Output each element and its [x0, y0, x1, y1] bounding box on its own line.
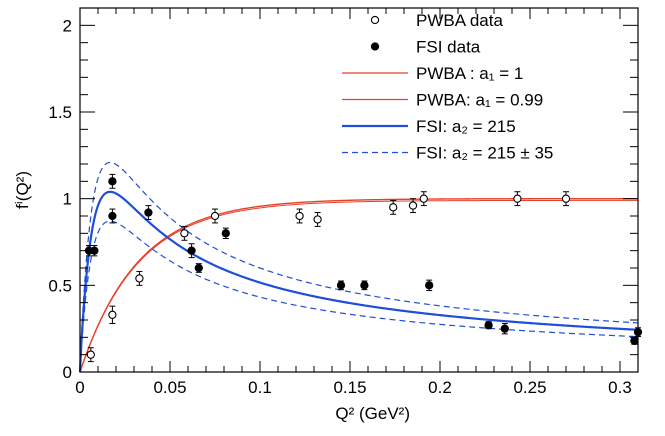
pwba-data-point: [180, 229, 189, 238]
fsi-data-point: [108, 177, 117, 186]
legend-label: FSI data: [416, 38, 481, 57]
legend-label: PWBA: a₁ = 0.99: [416, 91, 543, 110]
y-axis-label: fⁱ(Q²): [13, 171, 32, 209]
y-tick-label: 0: [63, 363, 72, 382]
fsi-data-point: [360, 281, 369, 290]
x-tick-label: 0.25: [513, 378, 546, 397]
series-curve: [79, 197, 638, 373]
fsi-data-point: [108, 211, 117, 221]
pwba-data-point: [513, 194, 522, 203]
pwba-data-point: [313, 215, 322, 224]
legend-marker: [370, 15, 380, 25]
legend-marker: [370, 42, 380, 51]
curves-layer: [78, 161, 639, 373]
fsi-data-point: [187, 246, 196, 255]
pwba-data-point: [86, 350, 95, 359]
fsi-data-point: [500, 324, 509, 333]
pwba-data-point: [561, 194, 571, 203]
fsi-data-point: [221, 229, 230, 238]
fsi-data-point: [194, 263, 203, 273]
legend-label: PWBA : a₁ = 1: [416, 64, 523, 83]
x-tick-label: 0.05: [153, 378, 186, 397]
x-axis-label: Q² (GeV²): [335, 404, 410, 423]
series-curve: [78, 190, 639, 373]
points-layer: [84, 173, 643, 363]
series-curve: [79, 199, 638, 373]
pwba-data-point: [210, 211, 220, 221]
fsi-data-point: [425, 281, 434, 290]
pwba-data-point: [135, 274, 144, 283]
fsi-data-point: [144, 208, 153, 217]
plot-frame: [79, 7, 639, 373]
fsi-data-point: [90, 246, 99, 255]
fsi-data-point: [630, 336, 639, 345]
x-tick-label: 0.1: [248, 378, 272, 397]
legend-label: FSI: a₂ = 215: [416, 117, 516, 136]
x-tick-label: 0.2: [428, 378, 452, 397]
pwba-data-point: [108, 310, 117, 319]
y-tick-label: 1.5: [48, 103, 72, 122]
legend: PWBA data FSI data PWBA : a₁ = 1 PWBA: a₁ =…: [342, 11, 553, 163]
y-tick-label: 0.5: [48, 276, 72, 295]
fsi-data-point: [336, 281, 346, 290]
pwba-data-point: [408, 201, 418, 210]
legend-label: PWBA data: [416, 11, 503, 30]
x-tick-label: 0.3: [608, 378, 632, 397]
pwba-data-point: [389, 203, 398, 212]
fsi-data-point: [484, 321, 493, 330]
x-tick-label: 0: [75, 378, 84, 397]
pwba-data-point: [419, 194, 428, 203]
y-tick-label: 2: [63, 16, 72, 35]
pwba-data-point: [295, 211, 304, 221]
x-tick-label: 0.15: [333, 378, 366, 397]
axis-ticks: 0 0.05 0.1 0.15 0.2 0.25 0.3 0 0.5 1 1.5 2: [48, 8, 638, 397]
series-curve: [79, 220, 639, 373]
series-curve: [79, 161, 639, 373]
y-tick-label: 1: [63, 190, 72, 209]
legend-label: FSI: a₂ = 215 ± 35: [416, 144, 553, 163]
